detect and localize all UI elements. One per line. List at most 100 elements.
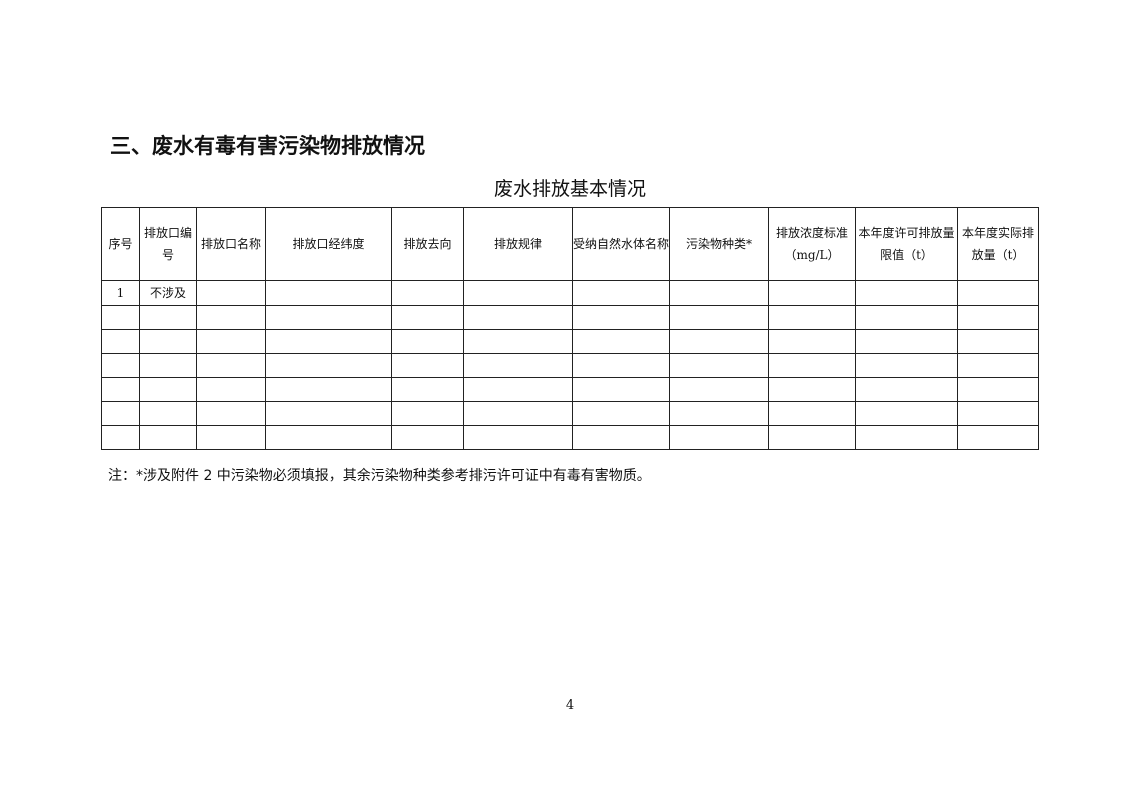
table-cell (101, 353, 140, 378)
table-cell (669, 401, 769, 426)
table-cell (196, 401, 266, 426)
table-cell (101, 377, 140, 402)
table-cell (196, 377, 266, 402)
table-cell (855, 305, 958, 330)
table-cell (265, 329, 392, 354)
table-cell (957, 425, 1039, 450)
table-cell (855, 353, 958, 378)
table-row (101, 401, 1039, 426)
table-cell (572, 401, 670, 426)
column-header: 本年度许可排放量限值（t） (855, 207, 958, 281)
table-cell (768, 353, 856, 378)
table-cell: 不涉及 (139, 280, 197, 306)
column-header: 污染物种类* (669, 207, 769, 281)
header-row: 序号 排放口编号 排放口名称 排放口经纬度 排放去向 排放规律 受纳自然水体名称 污染物种类*… (101, 207, 1039, 281)
table-row (101, 329, 1039, 354)
table-cell (572, 377, 670, 402)
column-header: 排放规律 (463, 207, 573, 281)
table-cell (139, 329, 197, 354)
table-cell (669, 280, 769, 306)
table-cell (855, 280, 958, 306)
column-header: 排放口名称 (196, 207, 266, 281)
table-cell (391, 329, 464, 354)
table-cell (768, 377, 856, 402)
table-cell (391, 401, 464, 426)
table-cell (957, 305, 1039, 330)
table-cell (572, 305, 670, 330)
table-cell (669, 377, 769, 402)
table-cell (265, 425, 392, 450)
table-cell: 1 (101, 280, 140, 306)
table-cell (768, 401, 856, 426)
table-cell (265, 280, 392, 306)
table-cell (139, 401, 197, 426)
column-header: 排放口经纬度 (265, 207, 392, 281)
table-cell (669, 305, 769, 330)
table-cell (463, 353, 573, 378)
wastewater-discharge-table: 序号 排放口编号 排放口名称 排放口经纬度 排放去向 排放规律 受纳自然水体名称 污染物种类*… (101, 207, 1039, 450)
table-cell (957, 377, 1039, 402)
table-row (101, 305, 1039, 330)
column-header: 排放口编号 (139, 207, 197, 281)
table-cell (855, 329, 958, 354)
table-cell (957, 401, 1039, 426)
table-cell (463, 280, 573, 306)
table-cell (196, 425, 266, 450)
table-caption: 废水排放基本情况 (493, 178, 646, 200)
table-cell (463, 305, 573, 330)
table-cell (196, 353, 266, 378)
table-cell (669, 353, 769, 378)
table-cell (572, 329, 670, 354)
table-cell (391, 425, 464, 450)
table-cell (265, 353, 392, 378)
table-cell (391, 353, 464, 378)
table-cell (768, 280, 856, 306)
table-cell (669, 425, 769, 450)
table-cell (572, 280, 670, 306)
table-cell (139, 305, 197, 330)
table-cell (196, 280, 266, 306)
table-cell (463, 425, 573, 450)
table-cell (391, 305, 464, 330)
column-header: 本年度实际排放量（t） (957, 207, 1039, 281)
column-header: 受纳自然水体名称 (572, 207, 670, 281)
table-cell (768, 305, 856, 330)
table-cell (957, 353, 1039, 378)
table-cell (463, 329, 573, 354)
column-header: 排放去向 (391, 207, 464, 281)
table-cell (463, 401, 573, 426)
table-cell (101, 329, 140, 354)
table-cell (391, 280, 464, 306)
table-cell (196, 329, 266, 354)
table-row (101, 425, 1039, 450)
table-cell (101, 305, 140, 330)
column-header: 序号 (101, 207, 140, 281)
table-cell (139, 425, 197, 450)
table-cell (855, 425, 958, 450)
table-row (101, 353, 1039, 378)
table-cell (768, 425, 856, 450)
table-cell (101, 425, 140, 450)
table-cell (855, 401, 958, 426)
table-cell (139, 353, 197, 378)
page-number: 4 (565, 698, 575, 713)
table-row (101, 377, 1039, 402)
table-cell (669, 329, 769, 354)
table-cell (101, 401, 140, 426)
table-row: 1 不涉及 (101, 280, 1039, 306)
table-cell (139, 377, 197, 402)
table-cell (855, 377, 958, 402)
table-cell (957, 329, 1039, 354)
table-cell (391, 377, 464, 402)
table-cell (265, 305, 392, 330)
table-cell (265, 401, 392, 426)
table-cell (957, 280, 1039, 306)
section-heading: 三、废水有毒有害污染物排放情况 (110, 134, 425, 158)
table-cell (196, 305, 266, 330)
table-note: 注：*涉及附件 2 中污染物必须填报，其余污染物种类参考排污许可证中有毒有害物质… (108, 468, 651, 484)
table-cell (572, 353, 670, 378)
table-cell (463, 377, 573, 402)
column-header: 排放浓度标准（mg/L） (768, 207, 856, 281)
table-cell (265, 377, 392, 402)
